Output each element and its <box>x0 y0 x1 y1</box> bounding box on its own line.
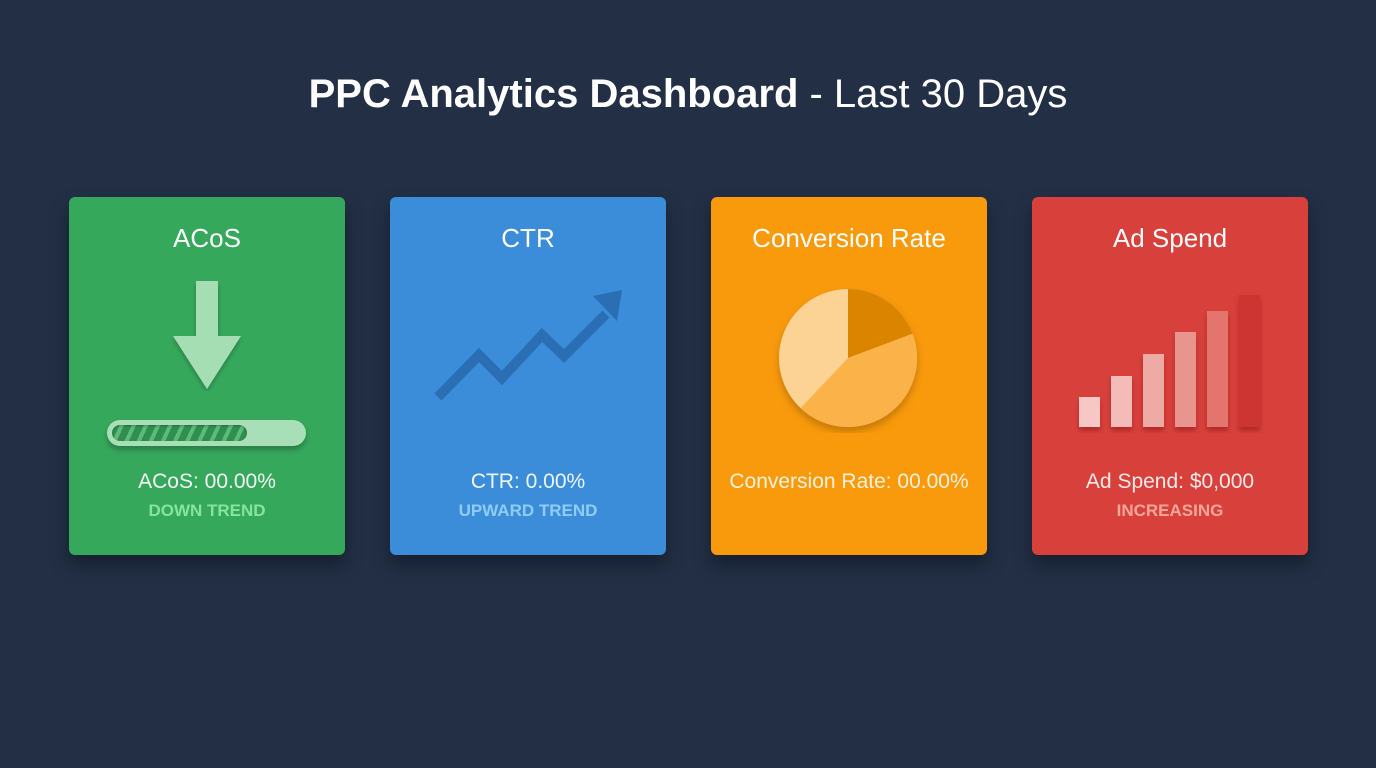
acos-card[interactable]: ACoS ACoS: 00.00% DOWN TREND <box>69 197 345 555</box>
ctr-card[interactable]: CTR CTR: 0.00% UPWARD TREND <box>390 197 666 555</box>
ad-spend-trend-label: INCREASING <box>1116 501 1224 520</box>
page-title-main: PPC Analytics Dashboard <box>308 72 799 116</box>
acos-progress-fill <box>112 425 247 441</box>
ad-spend-card[interactable]: Ad Spend Ad Spend: $0,000 INCREASING <box>1032 197 1308 555</box>
conversion-rate-value: Conversion Rate: 00.00% <box>729 470 969 493</box>
acos-card-title: ACoS <box>173 223 241 253</box>
ad-spend-card-title: Ad Spend <box>1112 223 1228 253</box>
page-title: PPC Analytics Dashboard - Last 30 Days <box>0 70 1376 118</box>
bar-chart-icon <box>1079 295 1260 427</box>
pie-chart-icon <box>779 289 917 427</box>
down-arrow-icon <box>173 281 241 389</box>
acos-progress-bar <box>107 420 306 446</box>
ctr-card-title: CTR <box>501 223 555 253</box>
ctr-trend-label: UPWARD TREND <box>458 501 598 520</box>
acos-value: ACoS: 00.00% <box>138 470 276 493</box>
ctr-value: CTR: 0.00% <box>470 470 586 493</box>
trend-up-line-icon <box>434 290 622 401</box>
acos-trend-label: DOWN TREND <box>148 501 266 520</box>
page-title-period: - Last 30 Days <box>798 72 1068 116</box>
ad-spend-value: Ad Spend: $0,000 <box>1085 470 1255 493</box>
conversion-rate-card[interactable]: Conversion Rate Conversion Rate: 00.00% <box>711 197 987 555</box>
conversion-rate-card-title: Conversion Rate <box>752 223 946 253</box>
